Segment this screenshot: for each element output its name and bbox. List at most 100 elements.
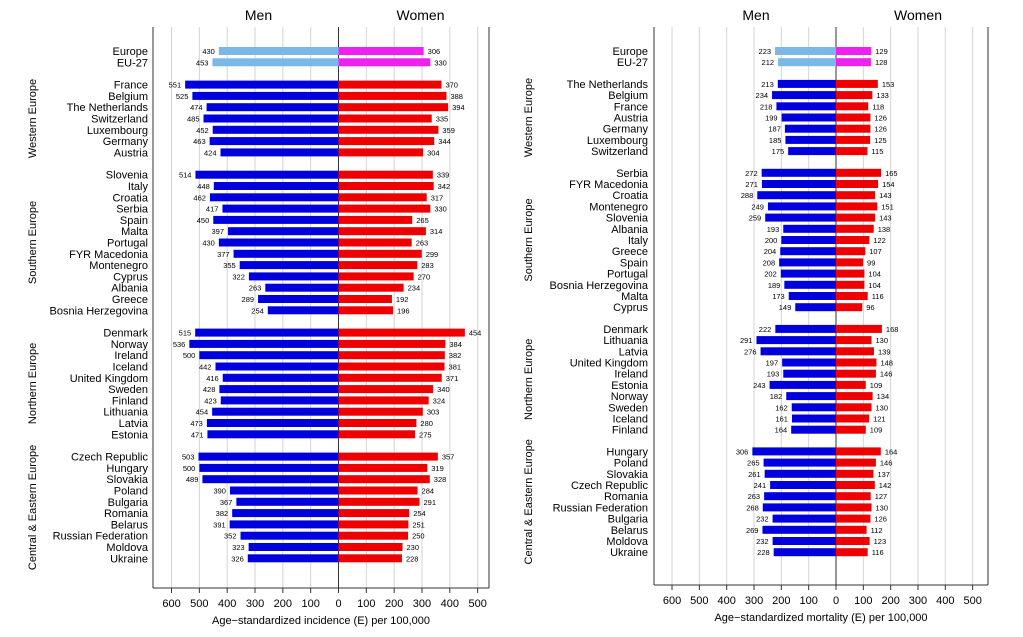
value-label-men: 289 — [242, 295, 255, 304]
bar-men — [773, 548, 836, 557]
bar-men — [218, 238, 339, 247]
value-label-men: 367 — [220, 498, 233, 507]
bar-women — [338, 339, 446, 348]
value-label-men: 269 — [746, 526, 759, 535]
row-label: Ukraine — [110, 553, 148, 565]
bar-men — [199, 463, 339, 472]
x-axis-title: Age−standardized incidence (E) per 100,0… — [212, 615, 430, 627]
value-label-women: 324 — [433, 396, 446, 405]
value-label-men: 416 — [206, 374, 219, 383]
bar-men — [772, 514, 836, 523]
bar-women — [836, 414, 870, 423]
value-label-men: 271 — [745, 180, 758, 189]
value-label-men: 515 — [179, 329, 192, 338]
bar-women — [338, 238, 412, 247]
row-label: Romania — [604, 491, 649, 503]
bar-men — [784, 124, 836, 133]
row-label: Belgium — [608, 90, 648, 102]
row-label: Finland — [112, 395, 148, 407]
value-label-men: 462 — [193, 193, 206, 202]
value-label-women: 128 — [875, 58, 888, 67]
row-label: Greece — [612, 246, 648, 258]
x-tick-label: 400 — [936, 595, 954, 607]
value-label-men: 265 — [747, 459, 760, 468]
value-label-men: 500 — [183, 351, 196, 360]
bar-men — [791, 414, 836, 423]
value-label-men: 175 — [772, 147, 785, 156]
value-label-women: 342 — [438, 182, 451, 191]
group-label: Central & Eastern Europe — [27, 445, 39, 570]
row-label: Belgium — [108, 91, 148, 103]
value-label-women: 143 — [879, 214, 892, 223]
value-label-women: 143 — [879, 191, 892, 200]
women-header: Women — [894, 7, 942, 23]
bar-men — [762, 503, 836, 512]
value-label-men: 241 — [754, 481, 767, 490]
bar-women — [836, 91, 873, 100]
row-label: Lithuania — [103, 407, 149, 419]
x-tick-label: 200 — [881, 595, 899, 607]
value-label-men: 514 — [179, 171, 192, 180]
row-label: Malta — [621, 291, 649, 303]
value-label-women: 134 — [877, 392, 890, 401]
bar-men — [232, 509, 339, 518]
value-label-women: 153 — [882, 80, 895, 89]
bar-men — [780, 247, 836, 256]
value-label-men: 197 — [766, 359, 779, 368]
value-label-women: 299 — [426, 250, 439, 259]
bar-women — [338, 520, 409, 529]
bar-men — [760, 347, 836, 356]
value-label-men: 485 — [187, 115, 200, 124]
x-tick-label: 300 — [246, 598, 264, 610]
bar-men — [776, 102, 836, 111]
group-label: Western Europe — [27, 79, 39, 158]
value-label-men: 503 — [182, 453, 195, 462]
bar-women — [338, 385, 434, 394]
bar-men — [209, 193, 339, 202]
row-label: Denmark — [603, 324, 648, 336]
row-label: Luxembourg — [87, 125, 148, 137]
row-label: Russian Federation — [553, 502, 648, 514]
value-label-men: 249 — [751, 202, 764, 211]
bar-women — [836, 403, 872, 412]
bar-men — [213, 215, 339, 224]
bar-men — [185, 80, 339, 89]
value-label-women: 388 — [450, 92, 463, 101]
row-label: Latvia — [619, 346, 649, 358]
value-label-women: 139 — [878, 347, 891, 356]
value-label-men: 430 — [202, 47, 215, 56]
bar-women — [338, 148, 424, 157]
value-label-women: 228 — [406, 554, 419, 563]
value-label-women: 130 — [876, 403, 889, 412]
value-label-women: 116 — [872, 292, 884, 301]
bar-men — [248, 543, 339, 551]
value-label-men: 213 — [761, 80, 774, 89]
bar-women — [338, 430, 416, 439]
value-label-women: 283 — [421, 261, 434, 270]
value-label-women: 148 — [880, 359, 893, 368]
value-label-women: 109 — [870, 426, 883, 435]
bar-women — [338, 419, 417, 427]
row-label: Bosnia Herzegovina — [550, 280, 649, 292]
value-label-women: 130 — [876, 336, 889, 345]
bar-women — [836, 124, 871, 133]
bar-men — [791, 425, 836, 434]
value-label-women: 340 — [437, 385, 450, 394]
row-label: Norway — [111, 339, 149, 351]
value-label-women: 129 — [875, 47, 888, 56]
bar-women — [338, 215, 413, 224]
row-label: The Netherlands — [567, 79, 649, 91]
x-tick-label: 400 — [218, 598, 236, 610]
value-label-women: 104 — [868, 281, 881, 290]
bar-men — [199, 351, 339, 360]
bar-women — [836, 481, 875, 489]
bar-women — [338, 91, 447, 100]
value-label-women: 381 — [449, 363, 462, 372]
bar-women — [836, 537, 870, 545]
bar-men — [791, 403, 836, 412]
row-label: Czech Republic — [71, 452, 149, 464]
value-label-women: 123 — [874, 537, 887, 546]
value-label-men: 202 — [764, 270, 777, 279]
bar-men — [783, 369, 836, 378]
men-header: Men — [245, 7, 272, 23]
